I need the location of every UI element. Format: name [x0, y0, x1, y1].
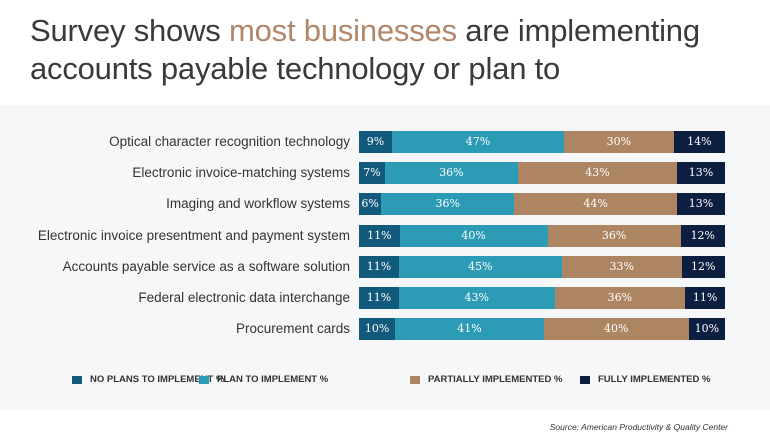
bar-segment-plan: 36% — [384, 162, 518, 184]
data-label: 47% — [465, 135, 491, 148]
bar-segment-partial: 36% — [547, 225, 681, 247]
data-label: 12% — [690, 229, 716, 242]
bar-segment-plan: 40% — [399, 225, 548, 247]
data-label: 12% — [691, 260, 716, 273]
title-part: Survey shows — [30, 13, 229, 48]
category-label: Federal electronic data interchange — [138, 290, 350, 305]
legend-swatch — [72, 375, 82, 384]
data-label: 6% — [361, 197, 379, 210]
chart-title: Survey shows most businesses are impleme… — [30, 12, 700, 88]
data-label: 11% — [366, 291, 392, 304]
title-part: are implementing — [456, 13, 700, 48]
legend-label: PLAN TO IMPLEMENT % — [217, 374, 329, 385]
bar-segment-partial: 40% — [543, 318, 689, 340]
category-label: Electronic invoice presentment and payme… — [37, 228, 350, 243]
data-label: 36% — [435, 197, 460, 210]
data-label: 11% — [367, 229, 392, 242]
bar-segment-no_plans: 11% — [359, 287, 399, 309]
bar-row: Electronic invoice-matching systems 7% 36%… — [0, 162, 770, 184]
bar-segment-full: 10% — [688, 318, 725, 340]
legend-item-full: FULLY IMPLEMENTED % — [580, 374, 710, 385]
stacked-bar: 11% 45% 33% 12% — [359, 256, 725, 278]
bar-row: Electronic invoice presentment and payme… — [0, 225, 770, 247]
bar-row: Optical character recognition technology… — [0, 131, 770, 153]
bar-segment-no_plans: 11% — [359, 256, 399, 278]
bar-segment-no_plans: 10% — [359, 318, 396, 340]
bar-row: Procurement cards 10% 41% 40% 10% — [0, 318, 770, 340]
category-label: Imaging and workflow systems — [166, 196, 350, 211]
bar-segment-partial: 44% — [514, 193, 677, 215]
legend-swatch — [199, 375, 209, 384]
data-label: 33% — [609, 260, 634, 273]
data-label: 45% — [468, 260, 493, 273]
bar-row: Imaging and workflow systems 6% 36% 44% 13% — [0, 193, 770, 215]
legend-item-plan: PLAN TO IMPLEMENT % — [199, 374, 328, 385]
legend-swatch — [580, 375, 590, 384]
bar-segment-partial: 43% — [517, 162, 677, 184]
bar-segment-partial: 36% — [554, 287, 686, 309]
bar-row: Accounts payable service as a software s… — [0, 256, 770, 278]
legend-label: FULLY IMPLEMENTED % — [598, 374, 711, 385]
data-label: 7% — [363, 166, 381, 179]
data-label: 43% — [585, 166, 610, 179]
legend-item-partial: PARTIALLY IMPLEMENTED % — [410, 374, 562, 385]
bar-segment-partial: 30% — [563, 131, 674, 153]
bar-segment-plan: 36% — [381, 193, 515, 215]
legend-item-no_plans: NO PLANS TO IMPLEMENT % — [72, 374, 224, 385]
stacked-bar: 6% 36% 44% 13% — [359, 193, 725, 215]
bar-segment-full: 11% — [685, 287, 725, 309]
data-label: 14% — [687, 135, 712, 148]
data-label: 36% — [439, 166, 464, 179]
legend-swatch — [410, 375, 420, 384]
data-label: 44% — [583, 197, 608, 210]
category-label: Procurement cards — [235, 321, 350, 336]
data-label: 13% — [688, 197, 714, 210]
legend: NO PLANS TO IMPLEMENT % PLAN TO IMPLEMENT… — [0, 374, 770, 388]
bar-segment-plan: 41% — [395, 318, 544, 340]
data-label: 30% — [606, 135, 632, 148]
bar-segment-full: 12% — [681, 256, 725, 278]
stacked-bar: 11% 40% 36% 12% — [359, 225, 725, 247]
data-label: 36% — [601, 229, 627, 242]
legend-label: PARTIALLY IMPLEMENTED % — [428, 374, 563, 385]
bar-segment-plan: 45% — [398, 256, 562, 278]
data-label: 11% — [366, 260, 392, 273]
bar-row: Federal electronic data interchange 11% 43… — [0, 287, 770, 309]
category-label: Accounts payable service as a software s… — [62, 259, 350, 274]
bar-segment-full: 14% — [673, 131, 725, 153]
title-highlight: most businesses — [228, 13, 457, 48]
title-line2: accounts payable technology or plan to — [30, 51, 561, 86]
data-label: 11% — [692, 291, 718, 304]
data-label: 9% — [366, 135, 385, 148]
data-label: 36% — [607, 291, 633, 304]
data-label: 10% — [364, 322, 390, 335]
data-label: 10% — [694, 322, 720, 335]
data-label: 13% — [688, 166, 714, 179]
bar-segment-no_plans: 9% — [359, 131, 392, 153]
stacked-bar: 10% 41% 40% 10% — [359, 318, 725, 340]
category-label: Optical character recognition technology — [109, 134, 350, 149]
bar-segment-full: 12% — [680, 225, 725, 247]
bar-segment-plan: 43% — [398, 287, 555, 309]
bar-segment-no_plans: 11% — [359, 225, 400, 247]
bar-segment-partial: 33% — [561, 256, 682, 278]
bar-segment-plan: 47% — [391, 131, 564, 153]
category-label: Electronic invoice-matching systems — [132, 165, 350, 180]
legend-label: NO PLANS TO IMPLEMENT % — [90, 374, 225, 385]
stacked-bar: 9% 47% 30% 14% — [359, 131, 725, 153]
data-label: 40% — [604, 322, 629, 335]
bar-segment-no_plans: 6% — [359, 193, 382, 215]
source-note: Source: American Productivity & Quality … — [549, 422, 728, 432]
data-label: 43% — [464, 291, 489, 304]
stacked-bar: 11% 43% 36% 11% — [359, 287, 725, 309]
bar-segment-no_plans: 7% — [359, 162, 385, 184]
bar-segment-full: 13% — [676, 193, 725, 215]
stacked-bar: 7% 36% 43% 13% — [359, 162, 725, 184]
data-label: 40% — [461, 229, 486, 242]
data-label: 41% — [457, 322, 482, 335]
bar-segment-full: 13% — [676, 162, 725, 184]
